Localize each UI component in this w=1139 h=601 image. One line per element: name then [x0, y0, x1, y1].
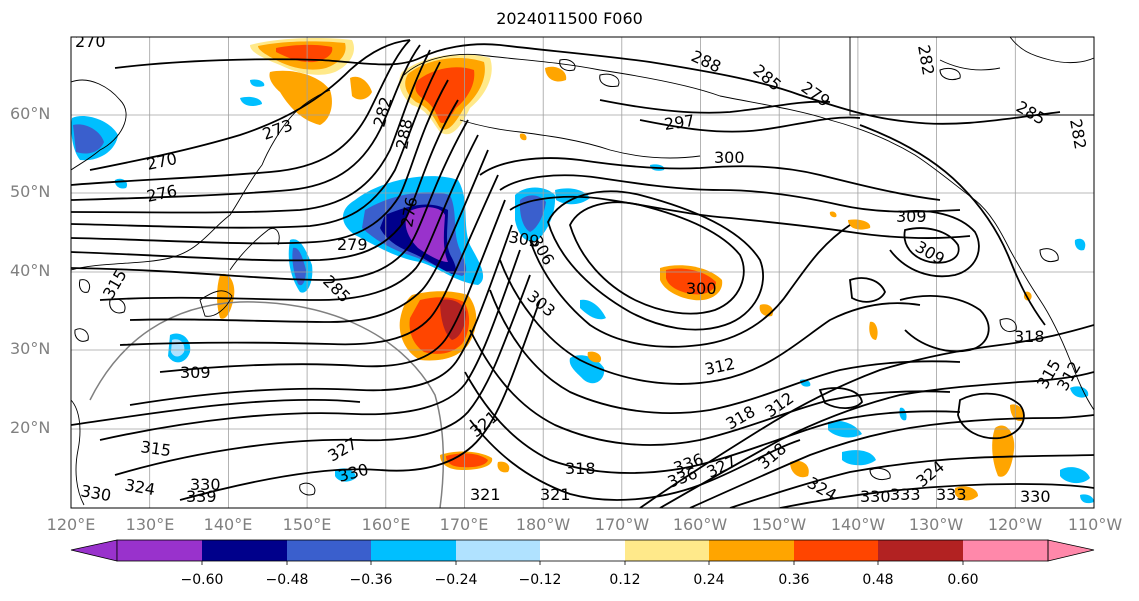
colorbar-tick-label: −0.24: [434, 572, 478, 588]
lat-label-60n: 60°N: [10, 104, 51, 123]
contour-label: 339: [186, 487, 217, 506]
lon-label: 140°E: [203, 515, 253, 534]
contour-lines: [71, 39, 1094, 508]
contour-label: 318: [565, 459, 596, 478]
lon-label: 150°E: [282, 515, 332, 534]
range-ring: [89, 301, 444, 508]
lat-label-40n: 40°N: [10, 261, 51, 280]
lon-label: 160°E: [361, 515, 411, 534]
contour-label: 333: [936, 485, 967, 504]
lon-label: 140°W: [830, 515, 886, 534]
colorbar-tick-label: 0.12: [609, 572, 641, 588]
map-frame: [70, 36, 1095, 509]
shaded-negative: [71, 79, 1094, 504]
lon-label: 170°E: [439, 515, 489, 534]
contour-label: 321: [540, 485, 571, 504]
contour-label: 330: [860, 487, 891, 506]
colorbar-tick-label: −0.60: [180, 572, 224, 588]
contour-label: 318: [1014, 327, 1045, 346]
colorbar-tick-label: 0.24: [693, 572, 725, 588]
contour-label: 279: [337, 235, 368, 254]
lat-label-30n: 30°N: [10, 339, 51, 358]
contour-label: 315: [139, 437, 172, 460]
colorbar-tick-label: 0.60: [947, 572, 979, 588]
contour-label: 321: [470, 485, 501, 504]
colorbar-tick-label: −0.36: [349, 572, 393, 588]
lon-label: 180°W: [515, 515, 571, 534]
contour-label: 309: [180, 363, 211, 382]
contour-label: 309: [896, 207, 927, 226]
lon-label: 150°W: [751, 515, 807, 534]
colorbar-tick-label: 0.48: [862, 572, 894, 588]
contour-label: 297: [663, 111, 696, 134]
lon-label: 170°W: [594, 515, 650, 534]
contour-label: 300: [714, 148, 745, 167]
thin-contour-lines: [74, 59, 1059, 496]
lat-label-20n: 20°N: [10, 418, 51, 437]
lon-label: 120°E: [46, 515, 96, 534]
shaded-positive: [217, 37, 1032, 501]
colorbar-tick-label: −0.12: [518, 572, 562, 588]
lon-label: 130°E: [125, 515, 175, 534]
colorbar-tick-label: 0.36: [778, 572, 810, 588]
colorbar-extend-max: [1047, 539, 1095, 562]
colorbar-tick-label: −0.48: [265, 572, 309, 588]
lon-label: 130°W: [908, 515, 964, 534]
map-content: 270 273 270 276 279 285 282 288 276 288 …: [71, 32, 1094, 508]
map-title: 2024011500 F060: [496, 9, 643, 28]
graticule: [71, 37, 1094, 508]
contour-label: 300: [686, 279, 717, 298]
colorbar-extend-min: [70, 539, 118, 562]
lat-label-50n: 50°N: [10, 182, 51, 201]
contour-label: 333: [890, 485, 921, 504]
colorbar: [70, 539, 1095, 565]
contour-label: 330: [190, 475, 221, 494]
lon-label: 110°W: [1067, 515, 1123, 534]
lon-label: 120°W: [987, 515, 1043, 534]
lon-label: 160°W: [672, 515, 728, 534]
contour-label: 330: [1020, 487, 1051, 506]
contour-label: 270: [75, 32, 106, 51]
